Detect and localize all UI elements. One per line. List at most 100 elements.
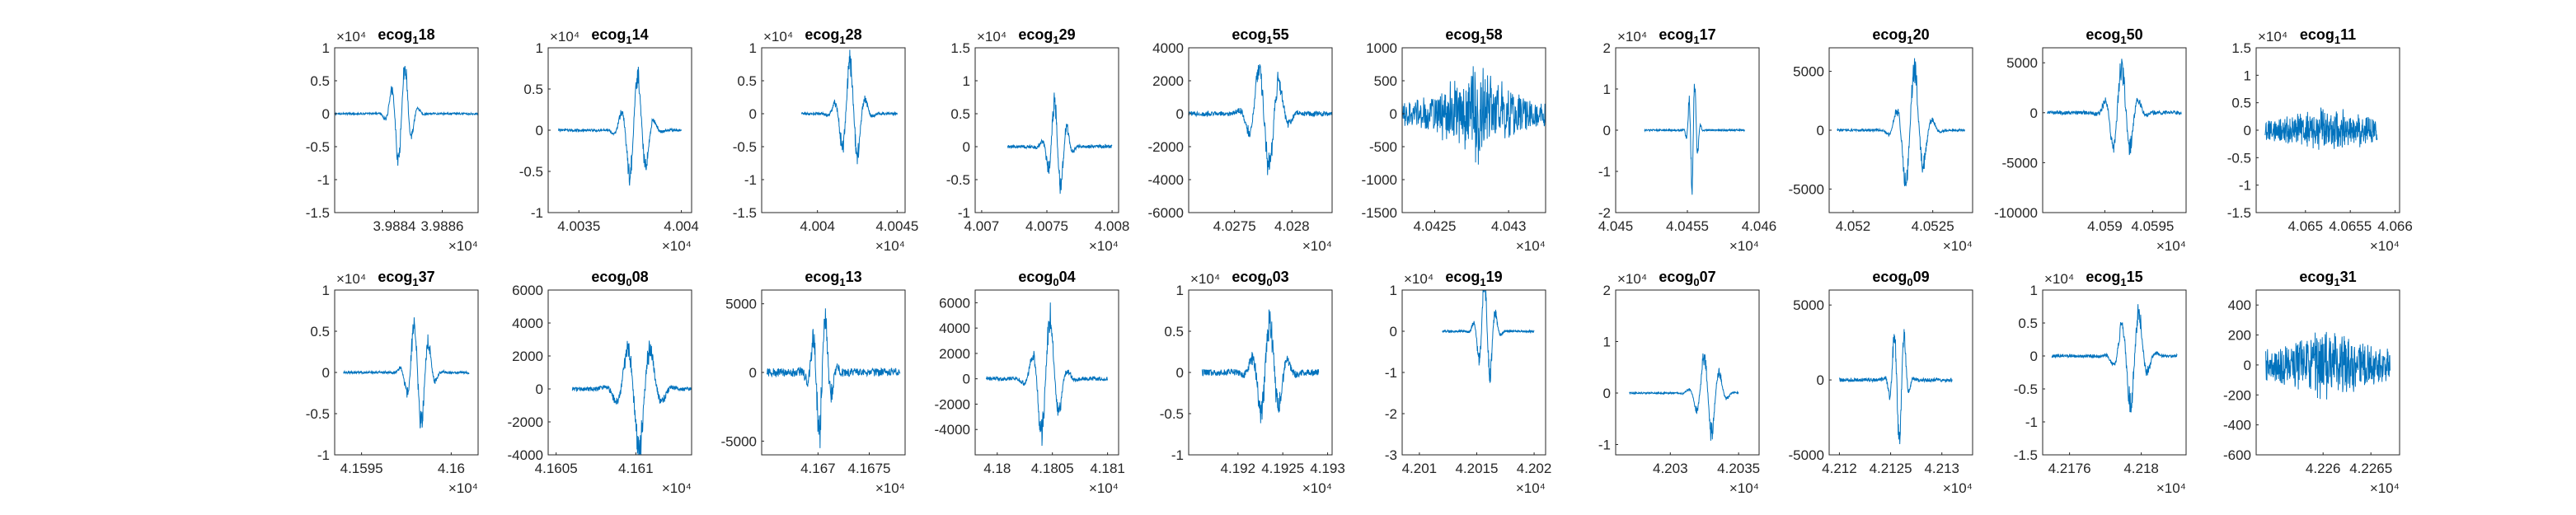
subplot-19: 10-1-2-34.201 4.2015 4.202×10⁴×10⁴ ecog119 xyxy=(1385,269,1551,496)
y-tick-label: -1 xyxy=(1171,447,1184,463)
x-tick-label: 4.0655 xyxy=(2329,218,2372,234)
y-tick-label: 0 xyxy=(322,106,330,122)
signal-trace xyxy=(1402,66,1546,165)
title-base: ecog xyxy=(1445,269,1480,285)
y-exponent-label: ×10⁴ xyxy=(977,29,1006,44)
y-tick-label: 2 xyxy=(1603,283,1611,298)
y-tick-label: 0 xyxy=(1603,123,1611,138)
y-exponent-label: ×10⁴ xyxy=(550,29,579,44)
subplot-03: 10.50-0.5-14.192 4.1925 4.193×10⁴×10⁴ ecog0… xyxy=(1160,269,1345,496)
title-subscript: 1 xyxy=(839,276,845,288)
subplot-title: ecog007 xyxy=(1659,269,1715,288)
x-tick-label: 4.004 xyxy=(664,218,699,234)
y-tick-label: 1 xyxy=(1176,283,1184,298)
title-base: ecog xyxy=(1445,26,1480,43)
y-tick-label: 400 xyxy=(2228,297,2251,313)
y-tick-label: 1 xyxy=(1603,82,1611,97)
signal-trace xyxy=(2265,331,2391,400)
y-tick-label: -1 xyxy=(1598,164,1611,180)
x-tick-label: 4.0525 xyxy=(1912,218,1954,234)
subplot-title: ecog004 xyxy=(1018,269,1075,288)
y-tick-label: -1 xyxy=(2025,414,2038,430)
y-tick-label: -4000 xyxy=(935,422,970,438)
title-channel: 37 xyxy=(419,269,435,285)
x-tick-label: 4.1605 xyxy=(535,461,578,476)
title-base: ecog xyxy=(1018,26,1053,43)
x-tick-label: 4.193 xyxy=(1310,461,1345,476)
title-base: ecog xyxy=(2299,269,2334,285)
y-tick-label: 0.5 xyxy=(310,73,330,89)
title-subscript: 1 xyxy=(1480,276,1485,288)
title-channel: 18 xyxy=(419,26,435,43)
axes-box xyxy=(2042,47,2187,213)
subplot-title: ecog118 xyxy=(378,26,434,46)
x-tick-label: 4.0595 xyxy=(2131,218,2174,234)
title-channel: 17 xyxy=(1700,26,1716,43)
y-tick-label: 0 xyxy=(1390,324,1397,339)
y-tick-label: -0.5 xyxy=(306,139,330,155)
y-tick-label: 1 xyxy=(322,40,330,56)
axes-box xyxy=(761,47,906,213)
title-subscript: 1 xyxy=(626,34,631,46)
title-channel: 11 xyxy=(2340,26,2356,43)
y-tick-label: 0.5 xyxy=(1164,324,1184,339)
y-tick-label: -1 xyxy=(317,447,330,463)
x-tick-label: 4.043 xyxy=(1491,218,1527,234)
y-tick-label: -2 xyxy=(1385,406,1397,422)
subplot-title: ecog115 xyxy=(2086,269,2142,288)
subplot-13: 5000 0 -5000 4.167 4.1675 ×10⁴ ecog113 xyxy=(721,269,906,496)
y-tick-label: 500 xyxy=(1374,73,1397,89)
title-base: ecog xyxy=(1872,26,1907,43)
y-tick-label: 5000 xyxy=(1793,297,1824,313)
y-tick-label: 1 xyxy=(322,283,330,298)
subplot-07: 210-14.203 4.2035×10⁴×10⁴ ecog007 xyxy=(1598,269,1760,496)
subplot-title: ecog120 xyxy=(1872,26,1929,46)
title-channel: 15 xyxy=(2127,269,2143,285)
x-tick-label: 4.0425 xyxy=(1413,218,1456,234)
subplot-title: ecog137 xyxy=(378,269,434,288)
title-channel: 07 xyxy=(1700,269,1716,285)
title-subscript: 1 xyxy=(1907,34,1912,46)
subplot-37: 10.50-0.5-14.1595 4.16×10⁴×10⁴ ecog137 xyxy=(306,269,479,496)
y-tick-label: -0.5 xyxy=(306,406,330,422)
x-exponent-label: ×10⁴ xyxy=(1943,480,1973,496)
y-tick-label: 0 xyxy=(536,123,543,138)
y-tick-label: 0.5 xyxy=(2231,96,2251,111)
title-subscript: 0 xyxy=(1693,276,1699,288)
y-tick-label: -6000 xyxy=(1148,205,1184,221)
y-tick-label: 0 xyxy=(2030,105,2038,121)
title-channel: 55 xyxy=(1273,26,1289,43)
x-tick-label: 4.0035 xyxy=(557,218,600,234)
title-subscript: 1 xyxy=(1693,34,1699,46)
title-channel: 29 xyxy=(1059,26,1076,43)
subplot-58: 1000 500 0 -500 -1000 -1500 4.0425 4.043 ×10⁴ eco… xyxy=(1362,26,1546,254)
y-tick-label: -0.5 xyxy=(733,139,757,155)
title-subscript: 1 xyxy=(2334,276,2339,288)
y-tick-label: 0 xyxy=(2030,349,2038,364)
title-base: ecog xyxy=(805,26,839,43)
subplot-28: 10.50-0.5-1-1.54.004 4.0045×10⁴×10⁴ ecog12… xyxy=(733,26,919,254)
x-tick-label: 4.203 xyxy=(1653,461,1688,476)
title-subscript: 0 xyxy=(1053,276,1058,288)
x-tick-label: 4.0045 xyxy=(875,218,918,234)
title-channel: 03 xyxy=(1273,269,1289,285)
x-tick-label: 4.045 xyxy=(1598,218,1634,234)
subplot-55: 4000 2000 0 -2000 -4000 -6000 4.0275 4.028 ×10⁴ e… xyxy=(1148,26,1333,254)
title-base: ecog xyxy=(1232,26,1266,43)
title-base: ecog xyxy=(2300,26,2334,43)
y-tick-label: -500 xyxy=(1369,139,1397,155)
y-tick-label: 2 xyxy=(1603,40,1611,56)
y-tick-label: -5000 xyxy=(1789,447,1824,463)
x-exponent-label: ×10⁴ xyxy=(1302,480,1332,496)
x-exponent-label: ×10⁴ xyxy=(875,238,905,254)
y-tick-label: 1 xyxy=(2244,68,2251,83)
signal-trace xyxy=(2047,59,2182,156)
x-tick-label: 4.167 xyxy=(800,461,836,476)
signal-trace xyxy=(1189,63,1332,176)
x-tick-label: 4.212 xyxy=(1822,461,1857,476)
axes-box xyxy=(1828,289,1973,456)
title-channel: 09 xyxy=(1913,269,1930,285)
title-subscript: 1 xyxy=(2334,34,2340,46)
subplot-title: ecog111 xyxy=(2300,26,2356,46)
y-tick-label: 1 xyxy=(536,40,543,56)
